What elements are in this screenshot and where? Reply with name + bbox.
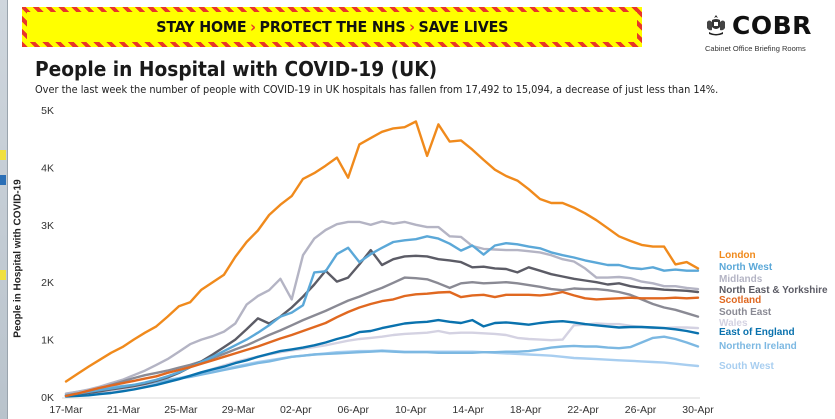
slogan-save-lives: SAVE LIVES [418, 18, 508, 36]
legend-label-london: London [719, 250, 756, 261]
chart-axes: 0K 1K 2K 3K 4K 5K 17-Mar 21-Mar 25-Mar 29-Mar 02-A… [41, 105, 714, 416]
slogan-text: STAY HOME › PROTECT THE NHS › SAVE LIVES [156, 18, 508, 36]
x-tick-label: 02-Apr [280, 404, 312, 416]
series-line-northern-ireland[interactable] [64, 335, 700, 396]
slogan-protect-nhs: PROTECT THE NHS [259, 18, 406, 36]
series-line-east-of-england[interactable] [64, 318, 700, 398]
y-tick-label: 3K [41, 220, 54, 232]
cobr-logo: COBR Cabinet Office Briefing Rooms [700, 10, 835, 54]
legend-label-north-west: North West [719, 262, 773, 273]
background-window-marker [0, 150, 6, 160]
royal-crest-icon [707, 15, 725, 36]
series-line-scotland[interactable] [64, 290, 700, 398]
x-tick-label: 06-Apr [338, 404, 370, 416]
legend-label-northern-ireland: Northern Ireland [719, 341, 797, 352]
legend-label-south-west: South West [719, 361, 774, 372]
series-line-north-west[interactable] [64, 235, 700, 397]
slogan-banner: STAY HOME › PROTECT THE NHS › SAVE LIVES [22, 7, 642, 47]
legend-label-east-of-england: East of England [719, 327, 795, 338]
background-window-marker [0, 270, 6, 280]
x-tick-label: 21-Mar [107, 404, 141, 416]
logo-wordmark: COBR [732, 11, 812, 40]
x-tick-label: 17-Mar [49, 404, 83, 416]
series-line-midlands[interactable] [64, 220, 700, 395]
page-title: People in Hospital with COVID-19 (UK) [35, 57, 438, 81]
chevron-right-icon: › [408, 18, 415, 36]
x-tick-label: 18-Apr [510, 404, 542, 416]
chevron-right-icon: › [249, 18, 256, 36]
slogan-stay-home: STAY HOME [156, 18, 247, 36]
background-window-marker [0, 175, 6, 185]
y-tick-label: 0K [41, 392, 54, 404]
legend-label-midlands: Midlands [719, 274, 763, 285]
y-tick-label: 2K [41, 277, 54, 289]
chart-summary: Over the last week the number of people … [35, 84, 719, 96]
x-tick-label: 30-Apr [682, 404, 714, 416]
x-tick-label: 29-Mar [222, 404, 256, 416]
chart-series [64, 120, 700, 398]
legend-label-south-east: South East [719, 307, 772, 318]
y-tick-label: 1K [41, 335, 54, 347]
x-tick-label: 14-Apr [452, 404, 484, 416]
x-tick-label: 26-Apr [625, 404, 657, 416]
x-tick-label: 10-Apr [395, 404, 427, 416]
y-tick-label: 5K [41, 105, 54, 117]
background-window-edge [0, 0, 8, 419]
legend-label-scotland: Scotland [719, 295, 761, 306]
series-line-south-east[interactable] [64, 276, 700, 397]
series-line-london[interactable] [64, 120, 700, 383]
y-tick-label: 4K [41, 162, 54, 174]
x-tick-label: 25-Mar [164, 404, 198, 416]
legend-label-north-east-yorkshire: North East & Yorkshire [719, 285, 828, 296]
legend-label-wales: Wales [719, 318, 748, 329]
x-tick-label: 22-Apr [567, 404, 599, 416]
logo-subtitle: Cabinet Office Briefing Rooms [705, 44, 806, 53]
